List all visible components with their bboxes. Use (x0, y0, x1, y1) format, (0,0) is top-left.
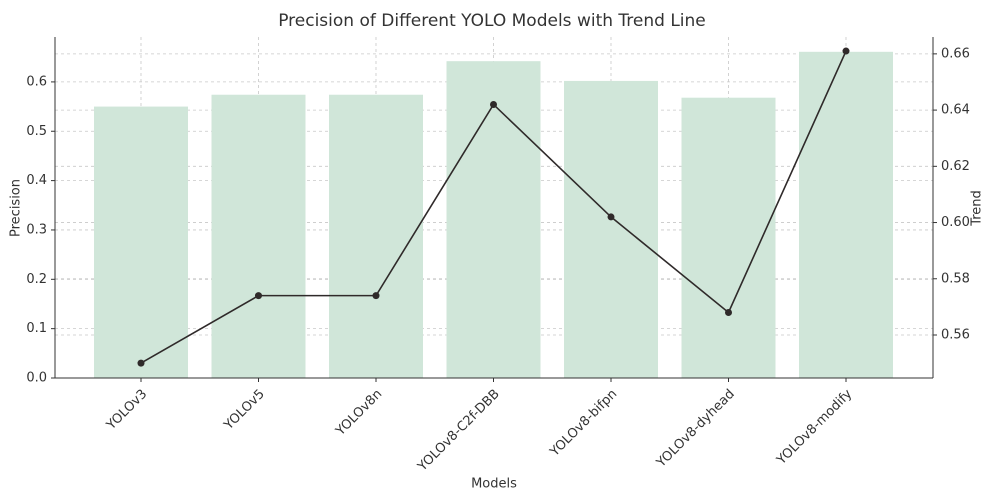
bar (329, 94, 423, 378)
x-tick-label: YOLOv5 (221, 387, 268, 434)
x-tick-label: YOLOv3 (103, 387, 150, 434)
y-tick-label: 0.5 (26, 124, 47, 139)
bar (681, 97, 776, 379)
y-axis-label: Precision (9, 179, 24, 237)
y2-tick-label: 0.58 (941, 271, 970, 286)
trend-point (607, 213, 615, 221)
x-tick-label: YOLOv8n (332, 387, 385, 440)
y-tick-label: 0.1 (26, 321, 47, 336)
y-tick-label: 0.0 (26, 371, 47, 386)
y-tick-label: 0.2 (26, 272, 47, 287)
trend-point (842, 47, 850, 55)
trend-point (725, 308, 732, 316)
y2-tick-label: 0.62 (941, 159, 970, 174)
x-tick-label: YOLOv8-dyhead (653, 387, 738, 472)
bar (211, 94, 306, 378)
x-tick-label: YOLOv8-bifpn (547, 387, 621, 461)
y-tick-label: 0.4 (26, 173, 47, 188)
x-axis-label: Models (471, 477, 517, 492)
bar (94, 106, 188, 379)
y2-tick-label: 0.64 (941, 103, 970, 118)
x-tick-label: YOLOv8-C2f-DBB (414, 387, 502, 475)
bar (799, 51, 893, 379)
trend-point (372, 292, 380, 300)
y2-tick-label: 0.66 (941, 46, 970, 61)
y-tick-label: 0.3 (26, 222, 47, 237)
trend-point (255, 292, 262, 300)
bar (446, 61, 541, 378)
bar (564, 80, 658, 378)
y2-tick-label: 0.56 (941, 327, 970, 342)
y2-axis-label: Trend (970, 190, 983, 227)
x-tick-label: YOLOv8-modify (774, 386, 856, 468)
y-tick-label: 0.6 (26, 74, 47, 89)
trend-point (490, 100, 497, 108)
chart-title: Precision of Different YOLO Models with … (278, 11, 706, 31)
y2-tick-label: 0.60 (941, 215, 970, 230)
marks (94, 47, 893, 379)
trend-point (137, 359, 145, 367)
